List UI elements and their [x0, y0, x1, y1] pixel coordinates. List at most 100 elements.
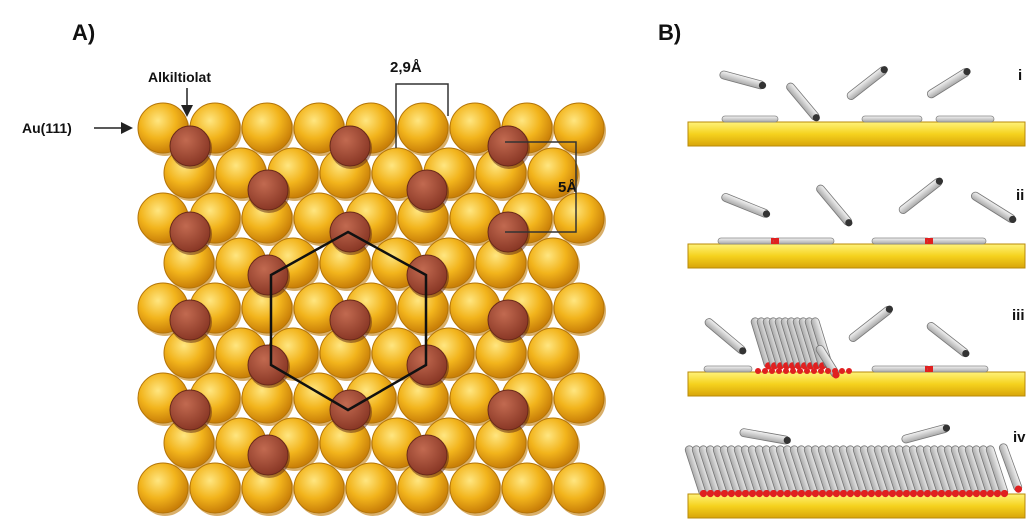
thiol-head-bound [771, 490, 777, 496]
alkanethiol-molecule [970, 191, 1017, 224]
gold-atom [553, 462, 605, 514]
thiol-head-bound [925, 366, 930, 372]
assembled-molecule [998, 443, 1023, 493]
thiol-head-bound [813, 490, 819, 496]
gold-atom [241, 102, 293, 154]
alkanethiol-molecule [901, 424, 951, 444]
thiol-head-bound [890, 490, 896, 496]
adsorbate-label: Alkiltiolat [148, 69, 211, 85]
thiol-head-bound [995, 490, 1001, 496]
thiol-head-bound [834, 490, 840, 496]
thiolate-molecule [247, 434, 289, 476]
substrate-label: Au(111) [22, 120, 72, 136]
thiol-head-bound [774, 238, 779, 244]
substrate-plate-iv [687, 493, 1026, 519]
thiol-head-bound [806, 490, 812, 496]
thiol-head [963, 68, 971, 76]
thiolate-molecule [329, 299, 371, 341]
thiol-head-bound [799, 490, 805, 496]
thiolate-molecule [169, 211, 211, 253]
gold-atom [553, 102, 605, 154]
panel-a: A) Au(111) Alkiltiolat 2,9Å 5Å [22, 20, 606, 516]
thiol-head-bound [797, 368, 803, 374]
gold-atom [553, 282, 605, 334]
thiol-head-bound [960, 490, 966, 496]
lying-molecule [935, 115, 995, 123]
panel-b: B) i ii iii iv [658, 20, 1026, 519]
thiol-head [762, 210, 771, 218]
step-label-ii: ii [1016, 187, 1024, 204]
thiolate-molecule [329, 125, 371, 167]
thiol-head-bound [736, 490, 742, 496]
thiol-head-bound [827, 490, 833, 496]
thiol-head-bound [939, 490, 945, 496]
lying-molecule [721, 115, 779, 123]
thiolate-molecule [169, 389, 211, 431]
thiol-head-bound [981, 490, 987, 496]
thiolate-molecule [487, 389, 529, 431]
thiol-head-bound [804, 368, 810, 374]
thiolate-molecule [247, 344, 289, 386]
thiol-head-bound [988, 490, 994, 496]
lying-molecule [773, 237, 835, 245]
thiol-head-bound [764, 490, 770, 496]
alkanethiol-molecule [719, 70, 767, 90]
thiol-head-bound [967, 490, 973, 496]
thiol-head-bound [708, 490, 714, 496]
thiol-head-bound [839, 368, 845, 374]
spacing-bracket [395, 83, 449, 148]
thiol-head-bound [897, 490, 903, 496]
thiol-head-bound [848, 490, 854, 496]
thiol-head-bound [855, 490, 861, 496]
thiol-head-bound [904, 490, 910, 496]
thiol-head-bound [820, 490, 826, 496]
thiol-head-bound [918, 490, 924, 496]
thiolate-molecule [487, 299, 529, 341]
assembled-molecule [792, 317, 815, 370]
gold-atom [553, 192, 605, 244]
lying-molecule [871, 365, 931, 373]
thiol-head-bound [783, 368, 789, 374]
gold-atom [137, 462, 189, 514]
alkanethiol-molecule [846, 66, 888, 100]
thiol-head-bound [862, 490, 868, 496]
thiol-head-bound [946, 490, 952, 496]
thiol-head [812, 114, 820, 122]
thiol-head [935, 177, 944, 185]
thiol-head-bound [792, 490, 798, 496]
gold-atom [189, 462, 241, 514]
thiol-head-bound [755, 368, 761, 374]
alkanethiol-molecule [786, 82, 820, 122]
alkanethiol-molecule [816, 184, 853, 227]
thiol-head-bound [750, 490, 756, 496]
thiol-head-bound [771, 238, 776, 244]
gold-atom [449, 462, 501, 514]
thiolate-molecule [169, 125, 211, 167]
lying-molecule [717, 237, 777, 245]
alkanethiol-molecule [898, 177, 944, 214]
step-label-iv: iv [1013, 429, 1026, 446]
thiol-head [783, 436, 791, 444]
lying-molecule [861, 115, 923, 123]
substrate-plate-iii [687, 371, 1026, 397]
thiol-head-bound [928, 238, 933, 244]
gold-atom [527, 417, 579, 469]
thiol-head [885, 305, 894, 313]
row-spacing-label: 5Å [558, 179, 577, 196]
alkanethiol-molecule [704, 318, 747, 355]
thiol-head-bound [911, 490, 917, 496]
thiol-head-bound [832, 368, 838, 374]
thiol-head-bound [841, 490, 847, 496]
thiol-head-bound [953, 490, 959, 496]
row-spacing-bracket [505, 141, 577, 233]
gold-atom [527, 147, 579, 199]
panel-a-label: A) [72, 20, 95, 45]
thiol-head-bound [925, 238, 930, 244]
thiol-head-bound [974, 490, 980, 496]
thiolate-molecule [169, 299, 211, 341]
thiol-head-bound [715, 490, 721, 496]
molecule-chain [901, 424, 949, 444]
thiol-head [739, 347, 747, 355]
alkanethiol-molecule [926, 68, 971, 99]
